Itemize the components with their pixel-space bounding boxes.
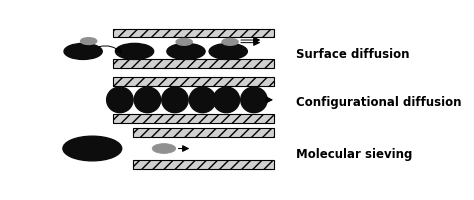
Ellipse shape: [162, 87, 188, 113]
Bar: [133, 160, 274, 169]
Circle shape: [176, 38, 192, 45]
Text: Molecular sieving: Molecular sieving: [296, 148, 412, 161]
Ellipse shape: [134, 87, 161, 113]
Circle shape: [116, 43, 154, 59]
Circle shape: [152, 144, 176, 153]
Ellipse shape: [241, 87, 267, 113]
Circle shape: [222, 38, 238, 45]
Ellipse shape: [213, 87, 240, 113]
Circle shape: [63, 136, 122, 161]
Bar: [112, 59, 274, 68]
Bar: [112, 77, 274, 86]
Ellipse shape: [189, 87, 216, 113]
Ellipse shape: [107, 87, 133, 113]
Bar: [112, 114, 274, 123]
Circle shape: [64, 43, 102, 59]
Circle shape: [167, 43, 205, 59]
Bar: [112, 29, 274, 37]
Text: Surface diffusion: Surface diffusion: [296, 48, 410, 61]
Circle shape: [209, 43, 247, 59]
Bar: [133, 128, 274, 137]
Circle shape: [81, 38, 97, 44]
Text: Configurational diffusion: Configurational diffusion: [296, 96, 462, 109]
